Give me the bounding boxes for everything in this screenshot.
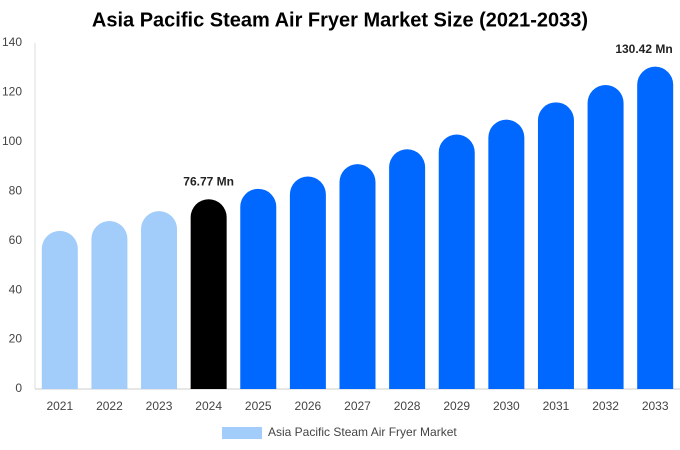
y-tick-label: 40 <box>9 282 23 296</box>
bar <box>637 66 674 390</box>
bar <box>488 119 525 389</box>
x-tick-label: 2022 <box>96 399 123 413</box>
x-tick-label: 2026 <box>295 399 322 413</box>
y-tick-label: 80 <box>9 183 23 197</box>
y-tick-label: 0 <box>15 381 22 395</box>
bar <box>438 134 475 389</box>
bar <box>339 164 376 389</box>
value-label: 130.42 Mn <box>615 42 672 56</box>
bar <box>190 199 227 389</box>
legend-label: Asia Pacific Steam Air Fryer Market <box>268 425 457 439</box>
bar <box>587 85 624 389</box>
x-tick-label: 2028 <box>394 399 421 413</box>
bar <box>141 211 178 389</box>
bar <box>537 102 574 390</box>
y-tick-label: 60 <box>9 233 23 247</box>
x-tick-label: 2029 <box>443 399 470 413</box>
x-tick-label: 2025 <box>245 399 272 413</box>
x-tick-label: 2032 <box>592 399 619 413</box>
y-tick-label: 120 <box>2 85 22 99</box>
x-tick-label: 2021 <box>46 399 73 413</box>
bar <box>240 188 277 389</box>
legend-swatch <box>222 427 262 439</box>
y-tick-label: 20 <box>9 332 23 346</box>
bar <box>389 149 426 389</box>
y-tick-label: 140 <box>2 35 22 49</box>
value-label: 76.77 Mn <box>183 174 234 188</box>
x-tick-label: 2027 <box>344 399 371 413</box>
bar <box>289 176 326 389</box>
x-tick-label: 2023 <box>146 399 173 413</box>
chart-title: Asia Pacific Steam Air Fryer Market Size… <box>92 9 588 31</box>
x-tick-label: 2031 <box>543 399 570 413</box>
x-tick-label: 2030 <box>493 399 520 413</box>
y-tick-label: 100 <box>2 134 22 148</box>
x-tick-label: 2024 <box>195 399 222 413</box>
bar <box>41 230 78 389</box>
x-tick-label: 2033 <box>642 399 669 413</box>
bar <box>91 220 128 389</box>
